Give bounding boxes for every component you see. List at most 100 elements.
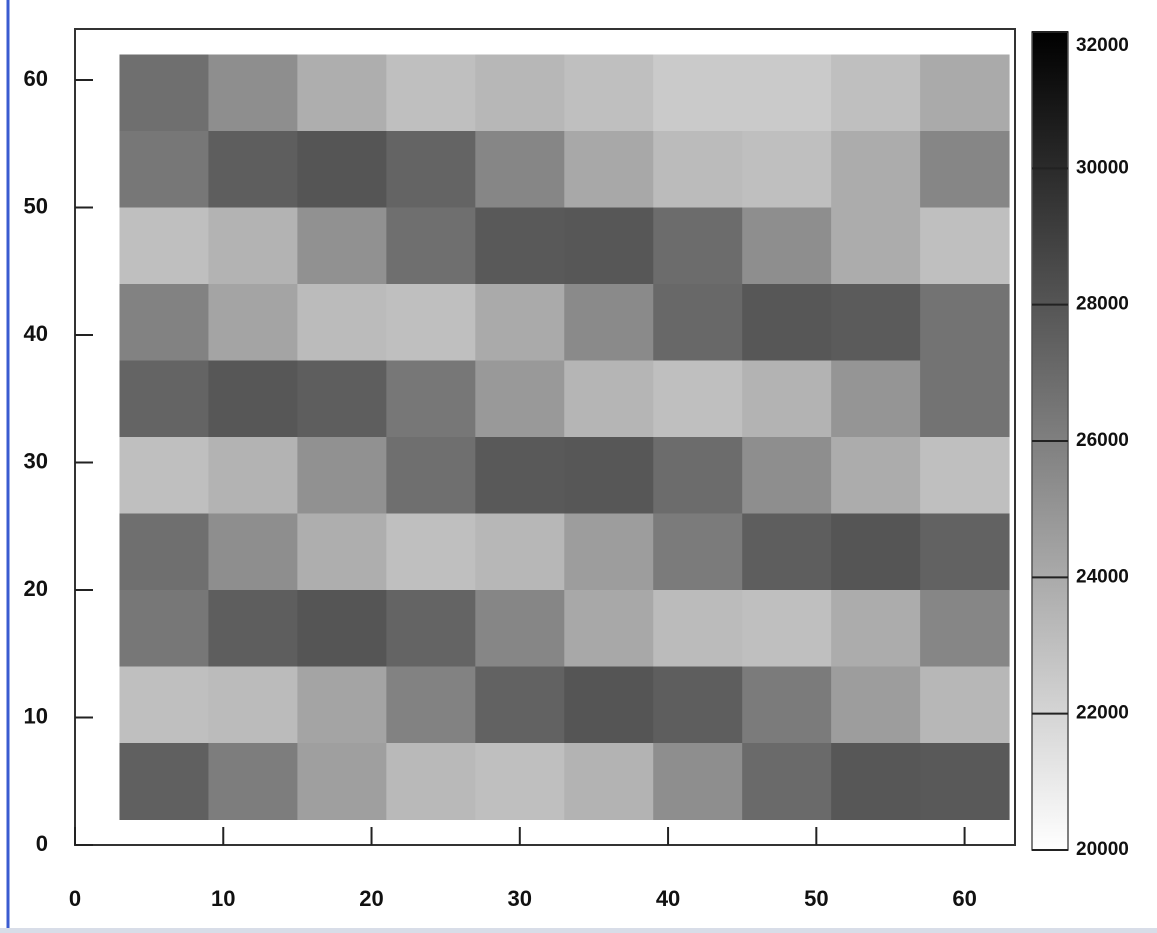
heatmap-cell: [742, 743, 832, 820]
heatmap-cell: [386, 513, 476, 591]
heatmap-cell: [208, 360, 298, 438]
heatmap: [119, 54, 1010, 820]
heatmap-cell: [208, 207, 298, 285]
heatmap-cell: [297, 437, 387, 514]
colorbar-tick-label: 24000: [1076, 566, 1129, 587]
heatmap-cell: [564, 284, 654, 361]
heatmap-cell: [831, 284, 921, 361]
heatmap-cell: [208, 513, 298, 591]
heatmap-cell: [920, 54, 1010, 132]
heatmap-cell: [208, 666, 298, 744]
heatmap-cell: [208, 437, 298, 514]
heatmap-cell: [742, 284, 832, 361]
heatmap-cell: [297, 54, 387, 132]
heatmap-cell: [653, 743, 743, 820]
heatmap-cell: [920, 513, 1010, 591]
heatmap-cell: [297, 131, 387, 208]
heatmap-cell: [564, 54, 654, 132]
heatmap-cell: [653, 131, 743, 208]
heatmap-cell: [564, 207, 654, 285]
heatmap-cell: [386, 54, 476, 132]
heatmap-cell: [920, 666, 1010, 744]
heatmap-cell: [920, 207, 1010, 285]
heatmap-cell: [119, 131, 209, 208]
heatmap-cell: [297, 743, 387, 820]
heatmap-cell: [742, 666, 832, 744]
heatmap-cell: [920, 437, 1010, 514]
y-tick-label: 30: [24, 448, 48, 473]
heatmap-cell: [653, 590, 743, 667]
heatmap-cell: [386, 743, 476, 820]
heatmap-cell: [742, 131, 832, 208]
heatmap-cell: [297, 284, 387, 361]
heatmap-cell: [831, 590, 921, 667]
heatmap-cell: [297, 513, 387, 591]
y-tick-label: 40: [24, 321, 48, 346]
heatmap-cell: [831, 207, 921, 285]
heatmap-cell: [475, 743, 565, 820]
heatmap-cell: [475, 590, 565, 667]
x-tick-label: 60: [952, 886, 976, 911]
heatmap-cell: [297, 360, 387, 438]
heatmap-cell: [653, 284, 743, 361]
heatmap-cell: [119, 590, 209, 667]
heatmap-cell: [386, 437, 476, 514]
heatmap-cell: [742, 590, 832, 667]
colorbar-tick-label: 20000: [1076, 839, 1129, 860]
heatmap-cell: [119, 666, 209, 744]
heatmap-cell: [564, 513, 654, 591]
heatmap-cell: [742, 513, 832, 591]
colorbar-tick-label: 28000: [1076, 294, 1129, 315]
heatmap-cell: [831, 437, 921, 514]
heatmap-cell: [653, 513, 743, 591]
heatmap-cell: [386, 131, 476, 208]
colorbar-tick-label: 30000: [1076, 157, 1129, 178]
x-tick-label: 10: [211, 886, 235, 911]
heatmap-cell: [119, 284, 209, 361]
heatmap-cell: [653, 666, 743, 744]
heatmap-cell: [386, 360, 476, 438]
heatmap-cell: [564, 743, 654, 820]
heatmap-cell: [564, 437, 654, 514]
heatmap-cell: [831, 743, 921, 820]
heatmap-cell: [119, 360, 209, 438]
heatmap-cell: [920, 590, 1010, 667]
heatmap-cell: [564, 666, 654, 744]
heatmap-cell: [386, 207, 476, 285]
x-tick-label: 30: [508, 886, 532, 911]
window-border-bottom: [0, 928, 1157, 933]
heatmap-cell: [920, 360, 1010, 438]
heatmap-cell: [475, 437, 565, 514]
heatmap-cell: [119, 437, 209, 514]
heatmap-cell: [297, 207, 387, 285]
heatmap-cell: [475, 360, 565, 438]
heatmap-cell: [119, 743, 209, 820]
heatmap-cell: [831, 513, 921, 591]
heatmap-cell: [208, 131, 298, 208]
x-tick-label: 0: [69, 886, 81, 911]
heatmap-cell: [208, 743, 298, 820]
heatmap-cell: [653, 207, 743, 285]
heatmap-cell: [831, 54, 921, 132]
heatmap-cell: [564, 360, 654, 438]
heatmap-cell: [475, 54, 565, 132]
heatmap-cell: [831, 666, 921, 744]
heatmap-cell: [119, 54, 209, 132]
heatmap-cell: [297, 590, 387, 667]
heatmap-cell: [208, 284, 298, 361]
heatmap-cell: [920, 131, 1010, 208]
heatmap-cell: [475, 131, 565, 208]
x-tick-label: 50: [804, 886, 828, 911]
plot-frame: [74, 28, 1016, 846]
heatmap-cell: [742, 54, 832, 132]
y-tick-label: 50: [24, 193, 48, 218]
heatmap-cell: [386, 590, 476, 667]
heatmap-cell: [742, 437, 832, 514]
heatmap-cell: [208, 590, 298, 667]
y-tick-label: 10: [24, 703, 48, 728]
heatmap-cell: [564, 131, 654, 208]
heatmap-cell: [475, 207, 565, 285]
x-tick-label: 20: [359, 886, 383, 911]
heatmap-cell: [475, 666, 565, 744]
heatmap-cell: [119, 513, 209, 591]
